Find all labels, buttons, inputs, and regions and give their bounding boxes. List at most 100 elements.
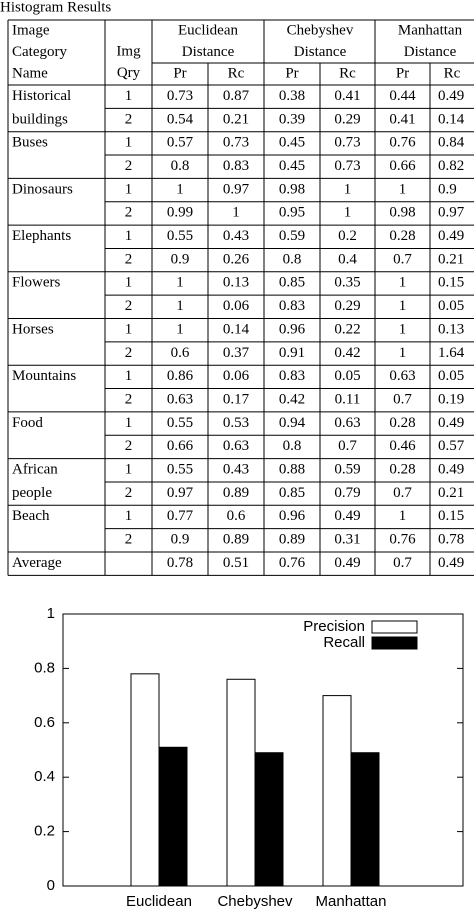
table-cell: 0.14: [438, 111, 465, 127]
bar: [130, 673, 160, 887]
header-cell: Img: [116, 43, 141, 59]
bar: [226, 678, 256, 887]
table-cell: 0.83: [279, 368, 305, 384]
table-cell: 0.05: [438, 298, 464, 314]
header-cell: Image: [12, 22, 50, 38]
table-cell: 1: [399, 508, 407, 524]
table-cell: 0.28: [389, 415, 415, 431]
table-cell: 0.94: [279, 415, 306, 431]
table-cell: 0.13: [438, 321, 464, 337]
table-cell: 0.26: [223, 251, 250, 267]
table-cell: 0.8: [283, 251, 302, 267]
table-cell: 0.55: [167, 462, 193, 478]
table-cell: 1: [399, 275, 407, 291]
table-cell: 0.15: [438, 275, 464, 291]
table-cell: 0.97: [223, 181, 250, 197]
table-cell: 0.8: [283, 438, 302, 454]
table-cell: 0.88: [279, 462, 305, 478]
table-cell: 2: [125, 532, 133, 548]
table-cell: 0.22: [334, 321, 360, 337]
table-cell: 0.82: [438, 158, 464, 174]
table-cell: 2: [125, 438, 133, 454]
legend-label: Precision: [303, 618, 365, 635]
table-cell: 2: [125, 205, 133, 221]
header-cell: Category: [12, 44, 67, 60]
category-name: Dinosaurs: [12, 181, 73, 197]
table-cell: 1: [176, 275, 184, 291]
table-cell: 0.6: [171, 345, 190, 361]
header-cell: Manhattan: [398, 22, 463, 38]
table-cell: 0.2: [338, 228, 357, 244]
table-cell: 0.21: [223, 111, 249, 127]
table-cell: 0.63: [223, 438, 249, 454]
table-cell: 0.51: [223, 555, 249, 571]
table-cell: 0.39: [279, 111, 305, 127]
table-cell: 0.6: [227, 508, 246, 524]
table-cell: 0.85: [279, 485, 305, 501]
category-name: African: [12, 462, 58, 478]
table-cell: 0.43: [223, 228, 249, 244]
header-cell: Distance: [182, 44, 235, 60]
header-cell: Pr: [396, 65, 409, 81]
table-cell: 0.42: [279, 391, 305, 407]
table-cell: 0.86: [167, 368, 194, 384]
category-name: Mountains: [12, 368, 76, 384]
category-name: Elephants: [12, 228, 71, 244]
table-cell: 0.53: [223, 415, 249, 431]
table-cell: 0.78: [167, 555, 193, 571]
x-tick-label: Euclidean: [126, 893, 192, 910]
table-cell: 1: [125, 88, 133, 104]
category-name: Beach: [12, 508, 50, 524]
table-cell: 0.91: [279, 345, 305, 361]
table-cell: 0.19: [438, 391, 464, 407]
table-cell: 0.06: [223, 368, 250, 384]
table-cell: 1: [399, 298, 407, 314]
table-cell: 0.89: [279, 532, 305, 548]
header-cell: Rc: [228, 65, 245, 81]
table-cell: 0.49: [438, 228, 464, 244]
header-cell: Distance: [404, 44, 457, 60]
table-cell: 0.49: [334, 508, 360, 524]
table-cell: 0.7: [393, 251, 412, 267]
table-cell: 0.8: [171, 158, 190, 174]
table-cell: 1: [176, 298, 184, 314]
table-cell: 0.49: [438, 88, 464, 104]
table-cell: 0.66: [389, 158, 416, 174]
table-cell: 0.41: [389, 111, 415, 127]
y-tick-label: 0.8: [34, 659, 55, 676]
table-cell: 0.87: [223, 88, 250, 104]
table-cell: 0.05: [438, 368, 464, 384]
table-cell: 1: [344, 181, 352, 197]
category-name: Flowers: [12, 275, 60, 291]
table-cell: 0.7: [393, 485, 412, 501]
table-cell: 0.76: [279, 555, 306, 571]
results-table: Histogram Results Image Category Name Img Qr…: [0, 0, 474, 576]
table-cell: 0.7: [338, 438, 357, 454]
table-cell: 2: [125, 485, 133, 501]
table-cell: 0.78: [438, 532, 464, 548]
header-cell: Distance: [294, 44, 347, 60]
bar: [254, 752, 284, 887]
table-cell: 1: [399, 181, 407, 197]
table-cell: 0.96: [279, 321, 306, 337]
table-cell: 0.55: [167, 415, 193, 431]
y-tick-label: 0.6: [34, 714, 55, 731]
legend-swatch: [371, 636, 418, 650]
header-cell: Chebyshev: [287, 22, 354, 38]
table-cell: 1: [125, 415, 133, 431]
table-cell: 1: [125, 135, 133, 151]
table-cell: 0.63: [334, 415, 360, 431]
table-cell: 0.44: [389, 88, 416, 104]
table-cell: 0.06: [223, 298, 250, 314]
table-cell: 0.83: [279, 298, 305, 314]
category-name: Historical: [12, 88, 71, 104]
table-cell: 0.9: [438, 181, 457, 197]
table-cell: 0.83: [223, 158, 249, 174]
legend-label: Recall: [323, 634, 365, 651]
table-cell: 2: [125, 251, 133, 267]
table-cell: 0.73: [334, 158, 360, 174]
category-name: Horses: [12, 321, 54, 337]
table-cell: 0.9: [171, 251, 190, 267]
table-cell: 0.35: [334, 275, 360, 291]
table-cell: 0.7: [393, 391, 412, 407]
